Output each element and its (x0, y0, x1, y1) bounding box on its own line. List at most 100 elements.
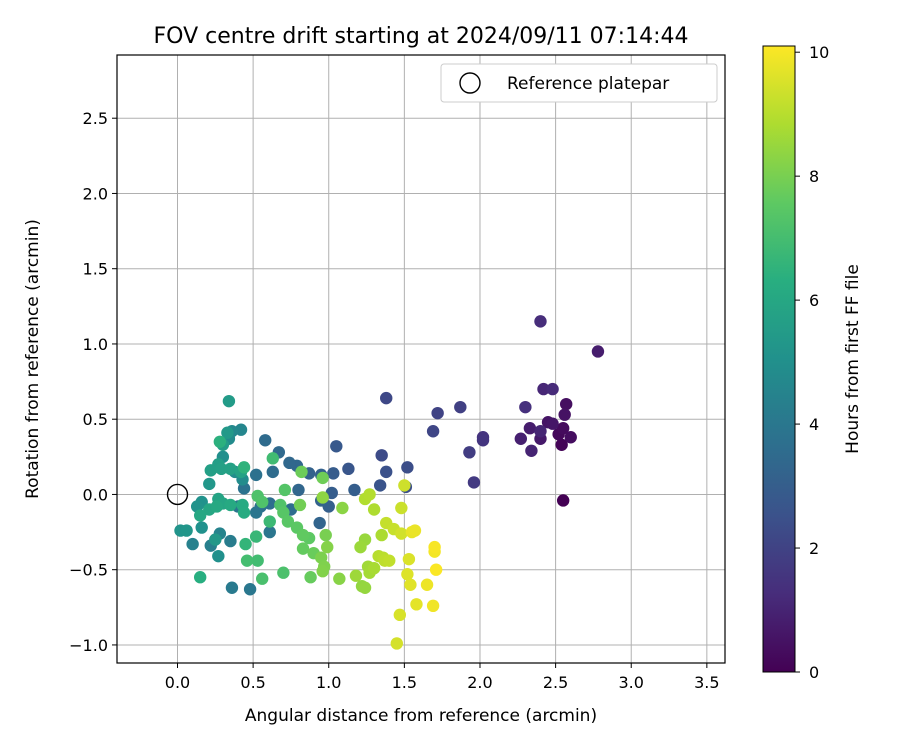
data-point (327, 467, 340, 480)
colorbar: 0 2 4 6 8 10 Hours from first FF file (762, 43, 863, 682)
legend-marker-open-circle (459, 72, 481, 94)
y-axis-ticks: −1.0 −0.5 0.0 0.5 1.0 1.5 2.0 2.5 (69, 109, 117, 655)
data-point (380, 391, 393, 405)
data-point (277, 566, 290, 579)
data-points (174, 315, 605, 650)
data-point (525, 444, 538, 458)
data-point (401, 568, 414, 581)
data-point (224, 498, 237, 512)
data-point (537, 382, 550, 396)
data-point (467, 476, 481, 489)
x-tick-label: 3.0 (619, 673, 644, 692)
data-point (266, 452, 279, 465)
data-point (281, 515, 295, 528)
data-point (375, 449, 388, 462)
data-point (358, 581, 372, 594)
y-tick-label: 2.5 (83, 109, 108, 128)
data-point (209, 533, 222, 546)
data-point (221, 426, 234, 439)
data-point (534, 315, 547, 328)
data-point (195, 521, 208, 534)
legend-box (440, 63, 718, 103)
x-tick-label: 2.5 (543, 673, 568, 692)
data-point (546, 382, 559, 396)
x-tick-label: 3.5 (694, 673, 719, 692)
data-point (420, 578, 434, 591)
data-point (348, 483, 361, 497)
data-point (363, 488, 376, 501)
data-point (295, 465, 308, 479)
data-point (426, 425, 440, 438)
colorbar-ticks: 0 2 4 6 8 10 (795, 43, 829, 682)
data-point (304, 571, 317, 584)
data-point (336, 501, 349, 515)
data-point (476, 434, 490, 447)
colorbar-tick-label: 4 (809, 415, 819, 434)
data-point (213, 435, 227, 448)
colorbar-gradient (762, 45, 796, 673)
data-point (266, 465, 279, 479)
data-point (316, 491, 329, 504)
data-point (514, 432, 528, 445)
data-point (240, 554, 254, 567)
x-tick-label: 0.0 (165, 673, 190, 692)
data-point (319, 528, 332, 542)
data-point (333, 572, 346, 585)
data-point (193, 509, 207, 522)
x-tick-label: 0.5 (240, 673, 265, 692)
data-point (330, 440, 343, 453)
y-tick-label: 0.5 (83, 410, 108, 429)
data-point (186, 537, 199, 551)
data-point (180, 524, 193, 537)
colorbar-tick-label: 0 (809, 663, 819, 682)
data-point (204, 464, 217, 477)
data-point (402, 552, 416, 566)
data-point (255, 495, 269, 509)
data-point (367, 503, 381, 516)
data-point (390, 637, 404, 650)
x-tick-label: 1.5 (392, 673, 417, 692)
data-point (558, 408, 571, 421)
reference-platepar-marker (166, 483, 189, 506)
grid-lines (117, 55, 725, 663)
data-point (367, 561, 381, 575)
data-point (316, 564, 329, 578)
colorbar-tick-label: 2 (809, 539, 819, 558)
data-point (375, 528, 388, 542)
data-point (313, 516, 326, 530)
data-point (555, 438, 568, 451)
legend: Reference platepar (440, 63, 718, 103)
data-point (519, 400, 532, 414)
data-point (556, 494, 570, 507)
y-tick-label: −1.0 (69, 636, 108, 655)
data-point (321, 540, 334, 554)
data-point (429, 563, 443, 576)
legend-entry-reference-platepar: Reference platepar (507, 74, 669, 94)
data-point (393, 608, 407, 622)
reference-point (166, 483, 189, 506)
data-point (215, 462, 228, 476)
data-point (203, 477, 216, 491)
data-point (237, 461, 251, 474)
data-point (225, 581, 239, 594)
data-point (283, 456, 296, 470)
data-point (296, 542, 310, 555)
data-point (292, 483, 305, 497)
x-axis-label: Angular distance from reference (arcmin) (245, 706, 597, 726)
data-point (454, 400, 467, 414)
data-point (249, 530, 263, 543)
data-point (546, 417, 559, 430)
x-tick-label: 2.0 (467, 673, 492, 692)
data-point (296, 528, 310, 542)
data-point (380, 465, 393, 479)
data-point (237, 506, 251, 519)
y-tick-label: 1.5 (83, 260, 108, 279)
data-point (210, 500, 224, 513)
data-point (263, 515, 276, 528)
data-point (263, 525, 276, 539)
data-point (249, 468, 263, 482)
y-tick-label: 1.0 (83, 335, 108, 354)
data-point (410, 598, 423, 611)
y-axis-label: Rotation from reference (arcmin) (23, 219, 43, 499)
